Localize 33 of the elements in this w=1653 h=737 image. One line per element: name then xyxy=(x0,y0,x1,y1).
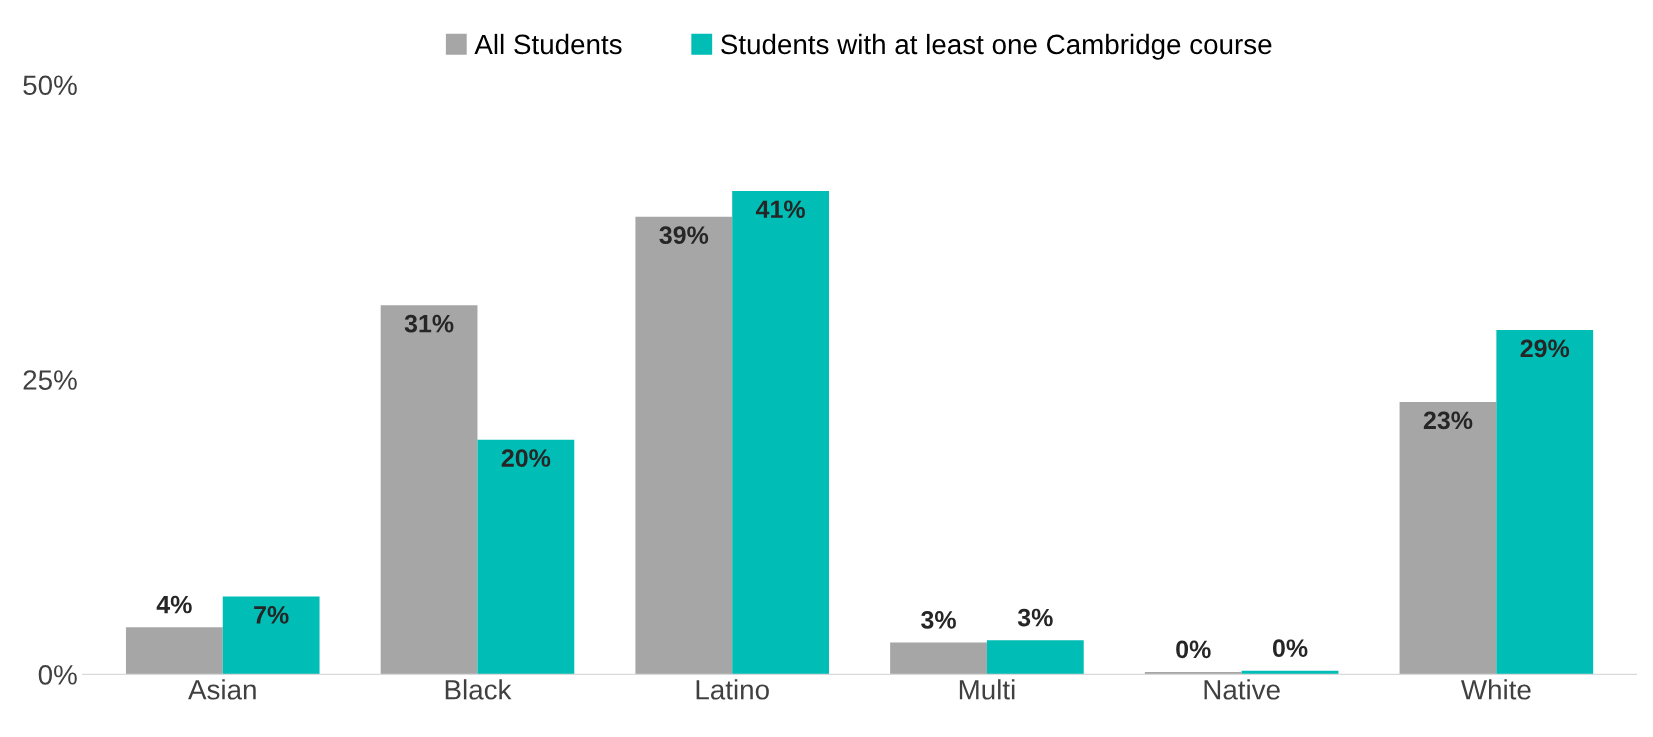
legend-label: Students with at least one Cambridge course xyxy=(721,33,1272,60)
bar xyxy=(477,439,575,675)
bar xyxy=(1399,401,1497,675)
bar xyxy=(1496,330,1594,675)
data-label: 41% xyxy=(755,200,805,219)
x-tick-label: Multi xyxy=(959,679,1015,700)
x-tick-label: White xyxy=(1460,679,1531,700)
data-label: 0% xyxy=(1272,639,1308,658)
bar xyxy=(125,627,223,675)
x-tick-label: Latino xyxy=(696,679,769,700)
bar xyxy=(380,305,478,675)
y-tick-label: 50% xyxy=(23,75,77,96)
bar xyxy=(986,640,1084,675)
bar xyxy=(732,190,829,675)
bar xyxy=(222,596,320,675)
data-label: 7% xyxy=(254,606,289,624)
data-label: 39% xyxy=(659,226,709,245)
data-label: 0% xyxy=(1176,640,1211,659)
data-label: 4% xyxy=(156,595,192,614)
data-label: 29% xyxy=(1520,339,1570,358)
x-tick-label: Native xyxy=(1204,679,1280,700)
y-tick-label: 0% xyxy=(38,665,77,685)
y-tick-label: 25% xyxy=(23,370,77,390)
legend-label: All Students xyxy=(474,33,622,55)
data-label: 20% xyxy=(501,449,551,467)
data-label: 31% xyxy=(404,314,454,333)
x-tick-label: Black xyxy=(445,679,512,700)
data-label: 23% xyxy=(1423,411,1473,430)
x-tick-label: Asian xyxy=(188,679,256,700)
bar xyxy=(890,642,987,675)
bar xyxy=(635,216,733,675)
data-label: 3% xyxy=(1017,608,1053,627)
data-label: 3% xyxy=(921,611,956,629)
